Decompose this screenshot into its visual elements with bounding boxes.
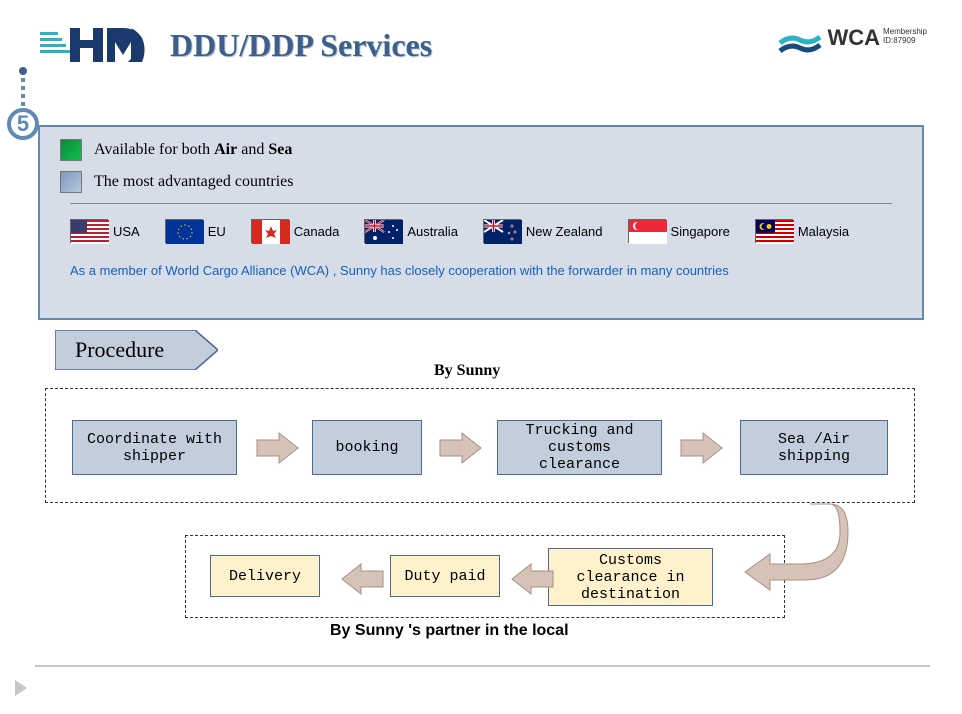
wca-note: As a member of World Cargo Alliance (WCA… (70, 263, 902, 278)
flag-icon-usa (70, 219, 108, 243)
section-label-sunny: By Sunny (434, 362, 500, 380)
flag-malaysia: Malaysia (755, 219, 849, 243)
flag-icon-eu (165, 219, 203, 243)
wca-label: WCA (827, 25, 880, 51)
legend-marker-green (60, 139, 82, 161)
step-box-top-1: booking (312, 420, 422, 475)
flag-icon-canada (251, 219, 289, 243)
flow-arrow-icon (255, 431, 300, 465)
info-box: Available for both Air and Sea The most … (38, 125, 924, 320)
flow-arrow-icon (679, 431, 724, 465)
wca-membership: Membership ID:87909 (883, 28, 927, 46)
flag-australia: Australia (364, 219, 458, 243)
step-box-bottom-1: Duty paid (390, 555, 500, 597)
procedure-label: Procedure (75, 337, 164, 363)
flow-arrow-icon (438, 431, 483, 465)
company-logo (30, 20, 150, 70)
step-box-bottom-0: Customs clearance in destination (548, 548, 713, 606)
flag-newzealand: New Zealand (483, 219, 603, 243)
legend-row-1: Available for both Air and Sea (60, 139, 902, 161)
slide-number: 5 (7, 108, 39, 140)
legend-marker-blue (60, 171, 82, 193)
flag-eu: EU (165, 219, 226, 243)
step-box-bottom-2: Delivery (210, 555, 320, 597)
step-box-top-3: Sea /Air shipping (740, 420, 888, 475)
flag-icon-australia (364, 219, 402, 243)
country-flags: USA EU Canada Australia New Zealand Sing… (70, 203, 892, 243)
section-label-local: By Sunny 's partner in the local (330, 622, 569, 640)
wca-badge: WCA Membership ID:87909 (775, 25, 927, 65)
legend-row-2: The most advantaged countries (60, 171, 902, 193)
page-title: DDU/DDP Services (170, 27, 432, 64)
flow-arrow-icon (510, 562, 555, 596)
step-box-top-2: Trucking and customs clearance (497, 420, 662, 475)
step-box-top-0: Coordinate with shipper (72, 420, 237, 475)
flag-singapore: Singapore (628, 219, 730, 243)
flag-icon-newzealand (483, 219, 521, 243)
nav-marker-icon (15, 680, 31, 696)
flag-icon-singapore (628, 219, 666, 243)
flow-curve-arrow-icon (740, 502, 850, 592)
flag-icon-malaysia (755, 219, 793, 243)
flag-usa: USA (70, 219, 140, 243)
flow-arrow-icon (340, 562, 385, 596)
flag-canada: Canada (251, 219, 340, 243)
footer-divider (35, 665, 930, 667)
